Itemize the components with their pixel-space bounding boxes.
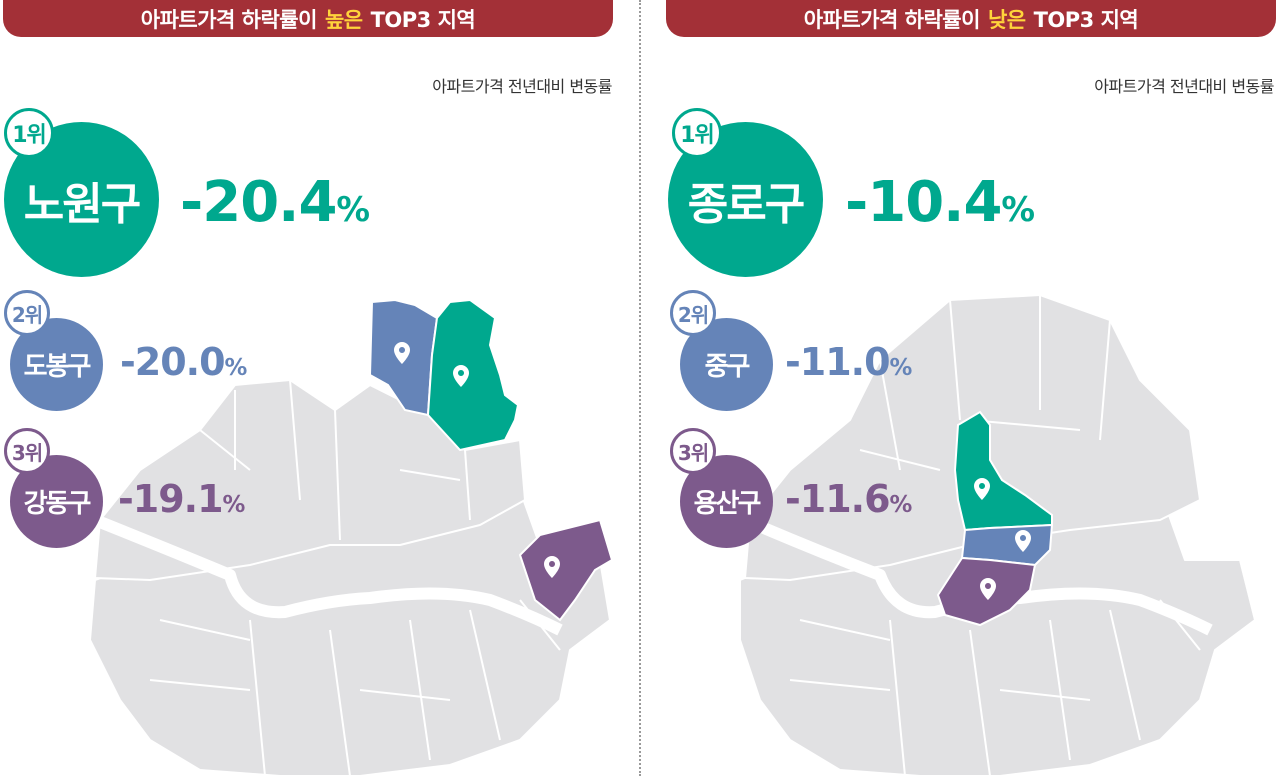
rank-badge-3: 3위 bbox=[4, 428, 50, 474]
rank-badge-2: 2위 bbox=[4, 290, 50, 336]
value-unit: % bbox=[224, 355, 248, 381]
panel-divider bbox=[639, 0, 641, 776]
value-number: -20.4 bbox=[180, 170, 337, 235]
map-district-borders bbox=[789, 295, 1201, 776]
banner-prefix: 아파트가격 하락률이 bbox=[140, 7, 318, 32]
change-value-rank2: -20.0% bbox=[120, 340, 248, 384]
nowon-district bbox=[426, 298, 520, 452]
value-number: -11.0 bbox=[785, 340, 891, 384]
gangdong-district bbox=[518, 518, 614, 622]
change-value-rank3: -11.6% bbox=[785, 477, 913, 521]
subtitle: 아파트가격 전년대비 변동률 bbox=[432, 77, 612, 96]
rank-badge-2: 2위 bbox=[670, 290, 716, 336]
banner-highlight: 낮은 bbox=[987, 7, 1026, 32]
map-pin-icon bbox=[974, 478, 990, 500]
map-pin-icon bbox=[974, 478, 1031, 600]
jongno-district bbox=[953, 410, 1053, 532]
map-district-borders bbox=[149, 379, 561, 776]
rank-badge-3: 3위 bbox=[670, 428, 716, 474]
banner-title: 아파트가격 하락률이 높은 TOP3 지역 bbox=[3, 0, 613, 37]
value-number: -11.6 bbox=[785, 477, 891, 521]
value-number: -10.4 bbox=[845, 170, 1002, 235]
change-value-rank2: -11.0% bbox=[785, 340, 913, 384]
change-value-rank3: -19.1% bbox=[118, 477, 246, 521]
value-unit: % bbox=[889, 492, 913, 518]
map-pin-icon bbox=[1015, 530, 1031, 552]
banner-prefix: 아파트가격 하락률이 bbox=[803, 7, 981, 32]
left-panel: 아파트가격 하락률이 높은 TOP3 지역 아파트가격 전년대비 변동률 노원구… bbox=[3, 0, 614, 776]
map-pin-icon bbox=[980, 578, 996, 600]
map-pin-icon bbox=[544, 556, 560, 578]
value-unit: % bbox=[222, 492, 246, 518]
banner-suffix: TOP3 지역 bbox=[1033, 7, 1139, 32]
value-unit: % bbox=[1001, 190, 1035, 229]
map-north-region bbox=[94, 379, 526, 581]
right-panel: 아파트가격 하락률이 낮은 TOP3 지역 아파트가격 전년대비 변동률 종로구… bbox=[640, 0, 1280, 776]
map-pin-icon bbox=[394, 342, 410, 364]
subtitle: 아파트가격 전년대비 변동률 bbox=[1094, 77, 1274, 96]
seoul-district-map bbox=[739, 294, 1256, 776]
value-unit: % bbox=[336, 190, 370, 229]
value-number: -20.0 bbox=[120, 340, 226, 384]
seoul-district-map bbox=[89, 298, 614, 776]
banner-highlight: 높은 bbox=[324, 7, 363, 32]
han-river bbox=[92, 514, 563, 636]
change-value-rank1: -10.4% bbox=[845, 170, 1035, 235]
change-value-rank1: -20.4% bbox=[180, 170, 370, 235]
banner-suffix: TOP3 지역 bbox=[370, 7, 476, 32]
banner-title: 아파트가격 하락률이 낮은 TOP3 지역 bbox=[666, 0, 1276, 37]
map-pin-icon bbox=[394, 342, 560, 578]
value-unit: % bbox=[889, 355, 913, 381]
rank-badge-1: 1위 bbox=[4, 108, 54, 158]
value-number: -19.1 bbox=[118, 477, 224, 521]
map-pin-icon bbox=[453, 365, 469, 387]
rank-badge-1: 1위 bbox=[672, 108, 722, 158]
